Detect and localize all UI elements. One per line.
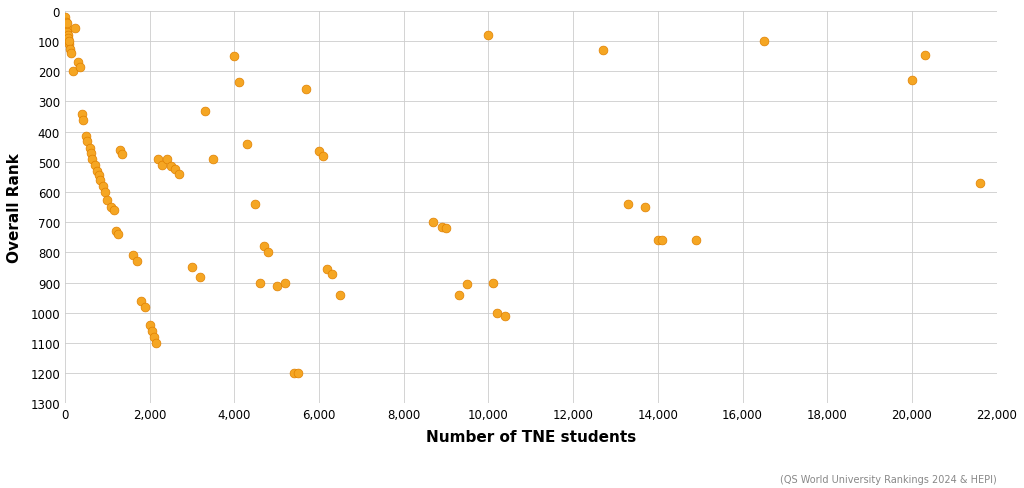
Point <box>480 32 497 40</box>
Point <box>61 38 78 46</box>
Point <box>57 19 74 26</box>
Point <box>286 369 302 377</box>
Point <box>459 281 475 288</box>
Point <box>88 168 104 176</box>
Point <box>163 163 179 171</box>
Point <box>60 41 77 49</box>
Point <box>58 23 75 31</box>
Point <box>324 270 340 278</box>
Point <box>637 204 653 212</box>
Point <box>298 86 314 94</box>
Point <box>183 264 200 272</box>
Point <box>143 327 160 335</box>
Point <box>62 50 79 58</box>
Point <box>110 231 126 239</box>
Point <box>688 237 705 244</box>
Point <box>488 309 505 317</box>
Point <box>972 180 988 187</box>
Point <box>72 64 88 72</box>
Point <box>91 177 108 184</box>
Point <box>137 303 154 311</box>
Point <box>438 225 455 233</box>
Point <box>595 47 611 55</box>
Point <box>154 162 170 169</box>
Point <box>133 297 150 305</box>
Point <box>112 146 128 154</box>
Point <box>125 252 141 260</box>
Point <box>68 24 84 32</box>
Point <box>70 59 86 67</box>
Point <box>276 279 293 287</box>
Point <box>150 156 166 163</box>
Point <box>61 46 78 54</box>
Point <box>171 171 187 179</box>
Point <box>484 279 501 287</box>
Point <box>252 279 268 287</box>
Point <box>79 138 95 145</box>
Point <box>226 53 243 61</box>
Point <box>58 29 75 37</box>
Point <box>649 237 666 244</box>
Point <box>105 207 122 215</box>
Point <box>319 265 336 273</box>
Point <box>451 291 467 299</box>
Point <box>311 148 328 156</box>
Point <box>99 196 116 204</box>
Point <box>78 133 94 141</box>
Point <box>103 204 120 212</box>
Point <box>904 77 921 85</box>
Point <box>239 141 255 148</box>
Point <box>260 249 276 257</box>
Point <box>74 110 90 118</box>
Text: (QS World University Rankings 2024 & HEPI): (QS World University Rankings 2024 & HEP… <box>780 474 996 484</box>
Point <box>59 32 76 40</box>
Point <box>65 68 81 76</box>
Point <box>230 79 247 86</box>
Point <box>86 162 102 169</box>
Point <box>59 20 76 28</box>
Point <box>60 35 77 43</box>
Point <box>114 151 130 159</box>
Point <box>84 156 100 163</box>
Point <box>147 339 164 347</box>
Point <box>425 219 441 226</box>
Point <box>315 153 332 161</box>
Point <box>256 243 272 251</box>
Point <box>159 156 175 163</box>
Point <box>756 38 772 46</box>
Point <box>654 237 671 244</box>
Point <box>332 291 348 299</box>
Point <box>290 369 306 377</box>
Point <box>497 312 513 320</box>
Point <box>82 145 98 153</box>
Point <box>247 201 263 208</box>
Point <box>268 282 285 290</box>
Point <box>193 273 209 281</box>
Point <box>167 166 183 174</box>
Point <box>95 183 112 190</box>
Point <box>108 228 124 236</box>
Point <box>145 333 162 341</box>
Point <box>75 117 91 124</box>
Y-axis label: Overall Rank: Overall Rank <box>7 153 22 263</box>
Point <box>197 107 213 115</box>
Point <box>129 258 145 266</box>
Point <box>433 224 450 231</box>
Point <box>83 149 99 157</box>
Point <box>90 172 106 180</box>
X-axis label: Number of TNE students: Number of TNE students <box>426 429 636 445</box>
Point <box>620 201 636 208</box>
Point <box>58 26 75 34</box>
Point <box>97 189 114 197</box>
Point <box>57 14 74 22</box>
Point <box>141 321 158 329</box>
Point <box>916 52 933 60</box>
Point <box>205 156 221 163</box>
